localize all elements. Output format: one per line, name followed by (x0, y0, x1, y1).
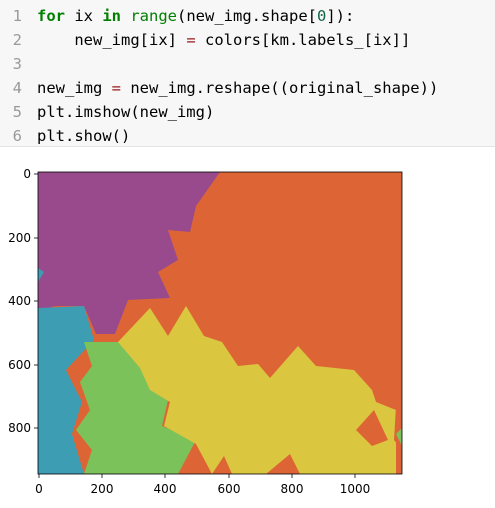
y-axis: 0 200 400 600 800 (8, 167, 38, 435)
code-token: for (37, 7, 65, 25)
code-line-4[interactable]: 4 new_img = new_img.reshape((original_sha… (0, 76, 495, 100)
code-token: in (102, 7, 121, 25)
region-teal (38, 306, 94, 474)
code-token: plt.show() (37, 127, 131, 145)
code-text: plt.show() (37, 124, 130, 148)
region-green (76, 342, 196, 474)
x-tick-label: 400 (154, 482, 177, 496)
x-axis: 0 200 400 600 800 1000 (35, 474, 370, 496)
output-area: 0 200 400 600 800 0 200 400 600 800 1000 (0, 150, 495, 504)
x-tick-label: 800 (281, 482, 304, 496)
y-tick-label: 600 (8, 358, 31, 372)
code-token: = (111, 79, 121, 97)
code-token: colors[km.labels_[ix]] (195, 31, 411, 49)
code-text: new_img = new_img.reshape((original_shap… (37, 76, 438, 100)
code-token: range (130, 7, 178, 25)
line-number: 3 (12, 55, 22, 73)
line-number: 5 (12, 103, 22, 121)
region-purple (38, 172, 220, 334)
code-line-1[interactable]: 1 for ix in range(new_img.shape[0]): (0, 4, 495, 28)
code-text: for ix in range(new_img.shape[0]): (37, 4, 354, 28)
segmented-image (38, 172, 402, 474)
code-text: new_img[ix] = colors[km.labels_[ix]] (37, 28, 410, 52)
region-yellow (118, 306, 396, 474)
line-number: 1 (12, 7, 22, 25)
y-tick-label: 0 (23, 167, 31, 181)
code-line-3[interactable]: 3 (0, 52, 495, 76)
region-orange-notch-2 (356, 410, 388, 446)
code-token: = (186, 31, 196, 49)
line-number: 6 (12, 127, 22, 145)
code-line-2[interactable]: 2 new_img[ix] = colors[km.labels_[ix]] (0, 28, 495, 52)
line-number: 2 (12, 31, 22, 49)
code-token: (new_img.shape[ (177, 7, 317, 25)
code-line-6[interactable]: 6 plt.show() (0, 124, 495, 148)
x-tick-label: 600 (218, 482, 241, 496)
kmeans-image-plot: 0 200 400 600 800 0 200 400 600 800 1000 (8, 167, 403, 496)
code-token: 0 (317, 7, 327, 25)
region-teal-corner (38, 268, 44, 282)
code-token: new_img (37, 79, 112, 97)
line-number: 4 (12, 79, 22, 97)
x-tick-label: 1000 (340, 482, 371, 496)
x-tick-label: 0 (35, 482, 43, 496)
axes-frame (37, 171, 403, 475)
region-green-corner (396, 428, 402, 446)
code-token: new_img[ix] (37, 31, 187, 49)
y-tick-label: 800 (8, 421, 31, 435)
code-token: ix (65, 7, 103, 25)
code-token: new_img.reshape((original_shape)) (121, 79, 439, 97)
code-cell[interactable]: 1 for ix in range(new_img.shape[0]): 2 new… (0, 0, 495, 147)
code-token: plt.imshow(new_img) (37, 103, 215, 121)
y-tick-label: 200 (8, 231, 31, 245)
y-tick-label: 400 (8, 294, 31, 308)
region-orange-notch-1 (228, 340, 252, 364)
code-text: plt.imshow(new_img) (37, 100, 214, 124)
code-line-5[interactable]: 5 plt.imshow(new_img) (0, 100, 495, 124)
code-token: ]): (326, 7, 355, 25)
x-tick-label: 200 (91, 482, 114, 496)
code-token (121, 7, 130, 25)
